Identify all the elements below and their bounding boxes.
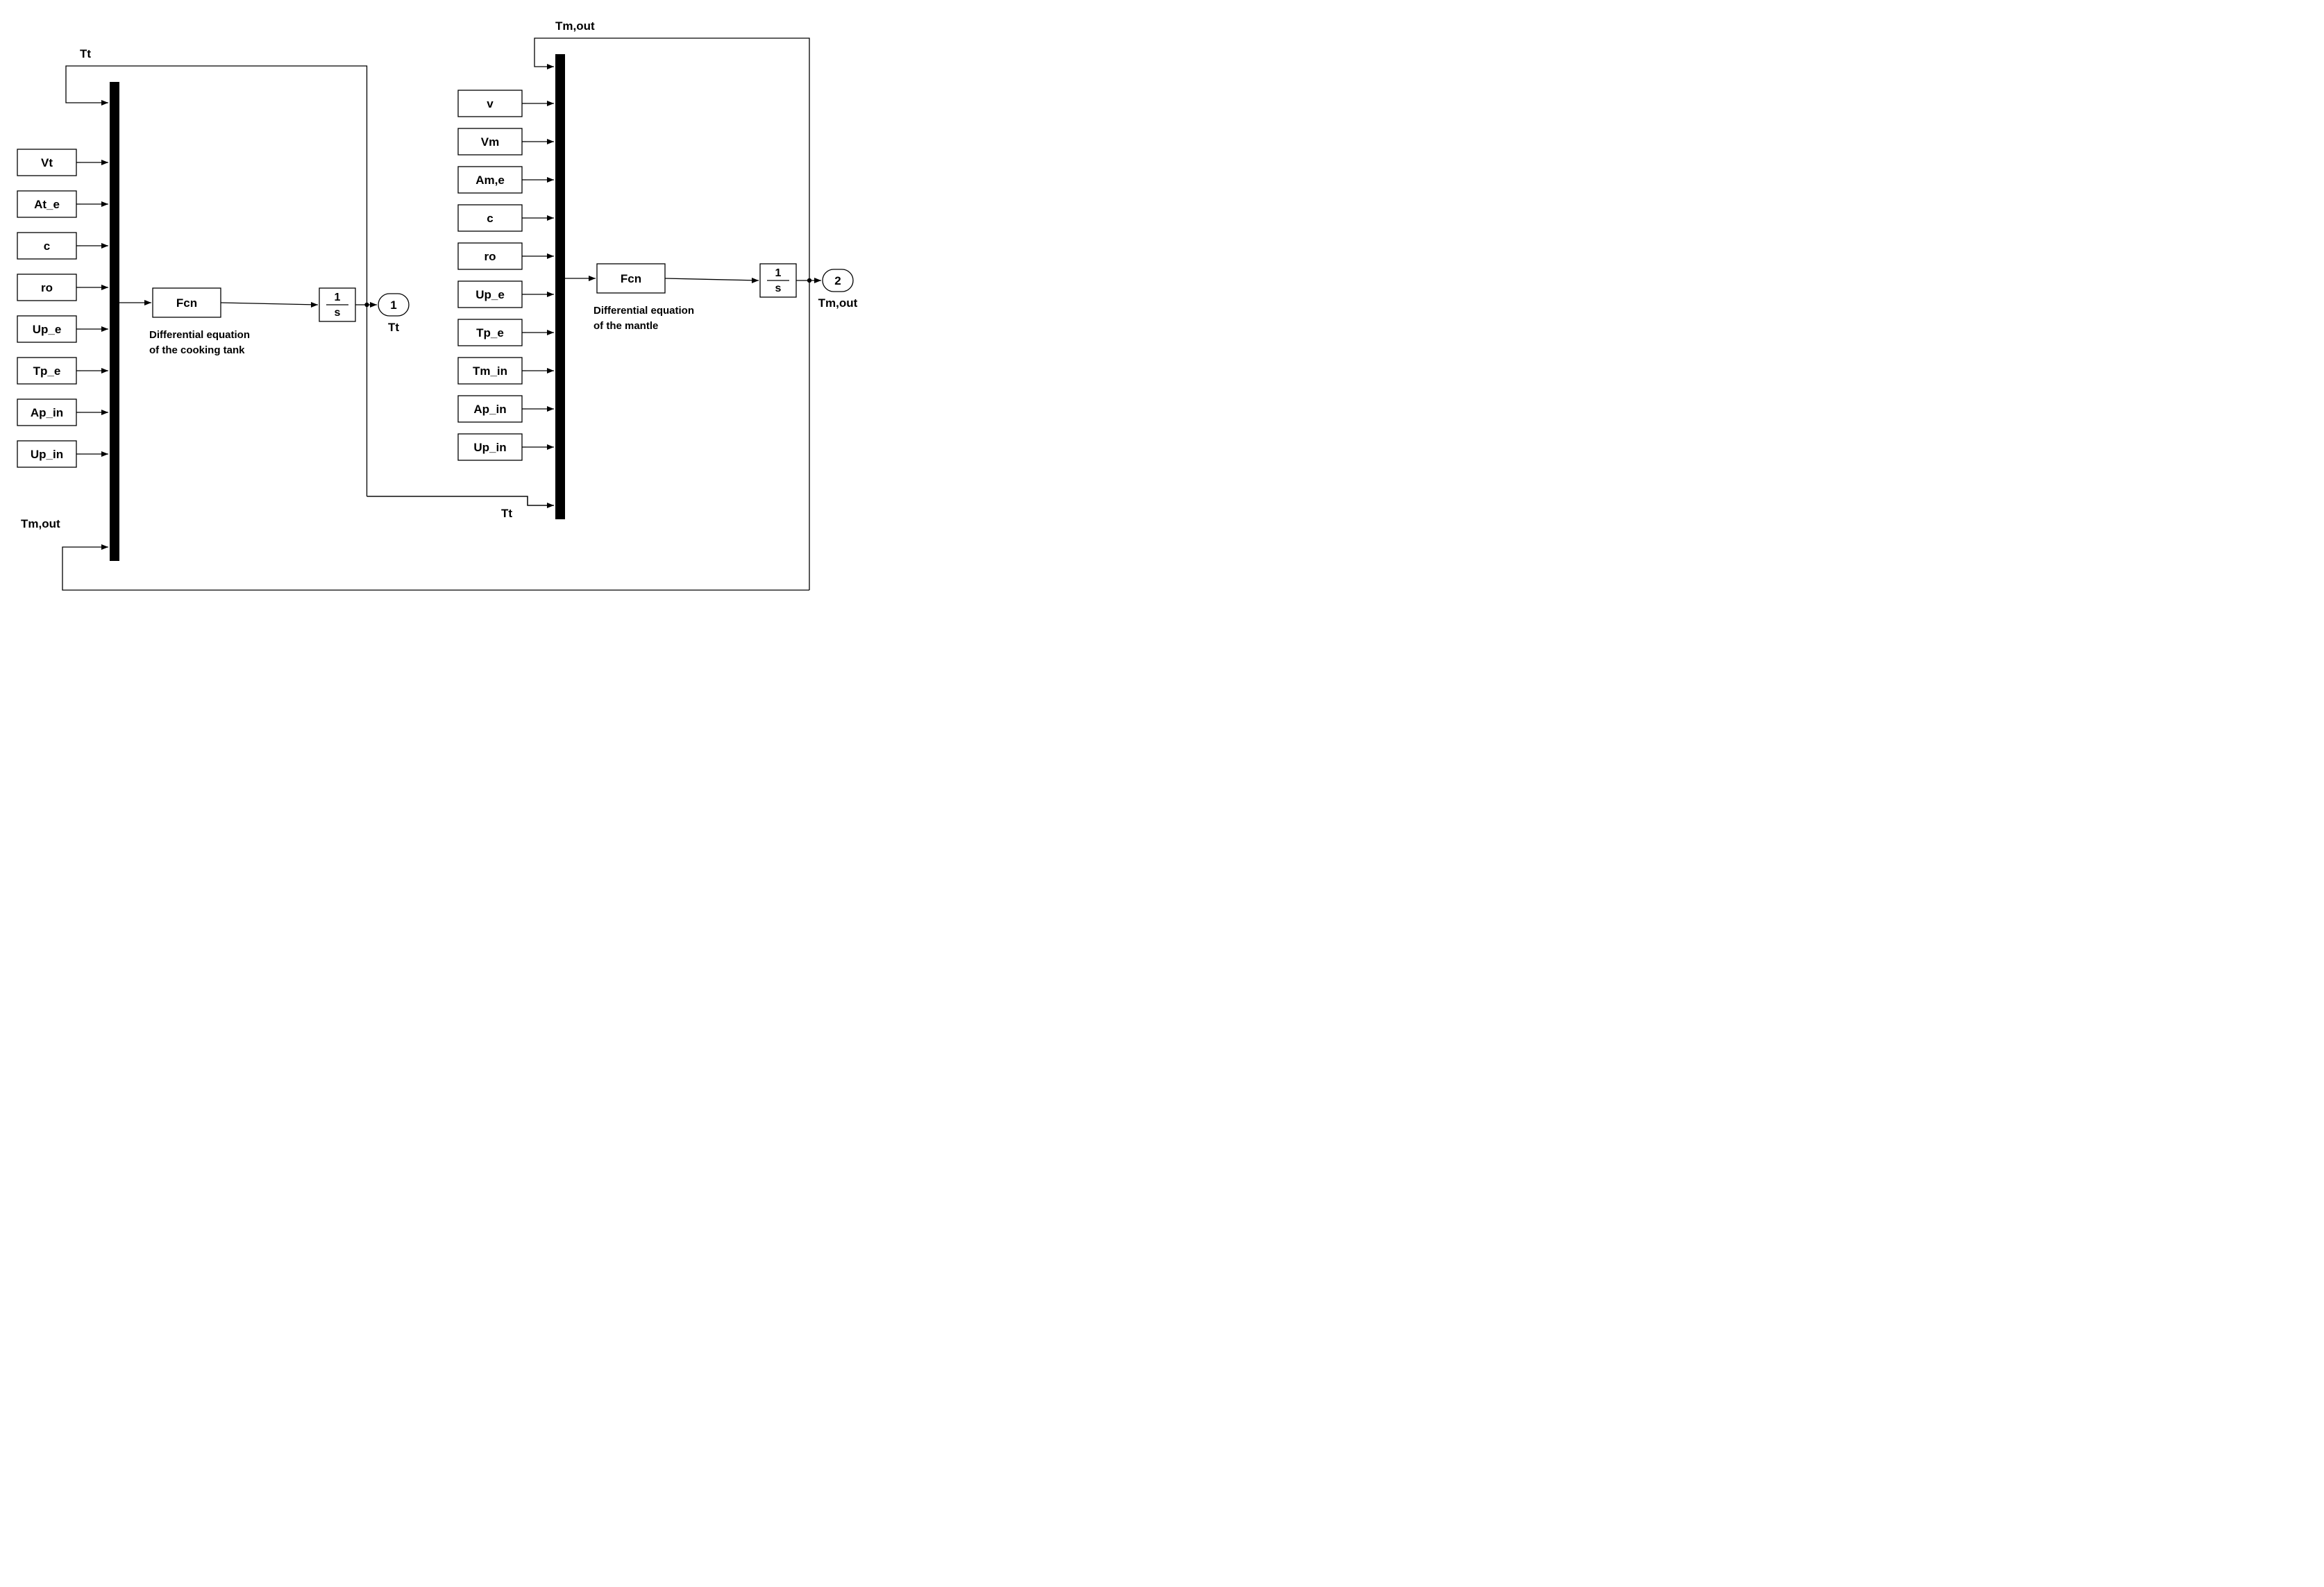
integrator-block: 1s <box>760 264 796 297</box>
svg-text:c: c <box>44 240 50 253</box>
param-block: Up_in <box>458 434 554 460</box>
param-block: c <box>458 205 554 231</box>
simulink-diagram: VtAt_ecroUp_eTp_eAp_inUp_inFcn1s1TtDiffe… <box>0 0 933 625</box>
svg-text:1: 1 <box>775 267 782 279</box>
svg-text:Vm: Vm <box>481 135 499 149</box>
integrator-block: 1s <box>319 288 355 321</box>
svg-text:of the cooking tank: of the cooking tank <box>149 344 245 356</box>
svg-text:Fcn: Fcn <box>621 272 641 285</box>
param-block: ro <box>17 274 108 301</box>
svg-text:Tt: Tt <box>501 507 512 520</box>
svg-text:Tm,out: Tm,out <box>21 517 60 530</box>
fcn-block: Fcn <box>597 264 665 293</box>
param-block: Up_e <box>17 316 108 342</box>
svg-text:Tt: Tt <box>388 321 399 334</box>
param-block: Ap_in <box>458 396 554 422</box>
svg-text:v: v <box>487 97 494 110</box>
svg-text:Fcn: Fcn <box>176 296 197 310</box>
param-block: Am,e <box>458 167 554 193</box>
param-block: Up_e <box>458 281 554 308</box>
param-block: Tm_in <box>458 358 554 384</box>
svg-text:Tt: Tt <box>80 47 91 60</box>
svg-text:Tp_e: Tp_e <box>33 364 61 378</box>
param-block: Tp_e <box>17 358 108 384</box>
param-block: ro <box>458 243 554 269</box>
svg-text:Tm,out: Tm,out <box>555 19 595 33</box>
param-block: Vm <box>458 128 554 155</box>
svg-text:Up_in: Up_in <box>31 448 63 461</box>
svg-text:Vt: Vt <box>41 156 53 169</box>
param-block: v <box>458 90 554 117</box>
svg-text:s: s <box>335 307 341 319</box>
fcn-block: Fcn <box>153 288 221 317</box>
svg-text:Up_in: Up_in <box>473 441 506 454</box>
svg-text:Differential equation: Differential equation <box>593 305 694 317</box>
param-block: Up_in <box>17 441 108 467</box>
outport: 2 <box>823 269 853 292</box>
svg-text:Tm_in: Tm_in <box>473 364 507 378</box>
param-block: Ap_in <box>17 399 108 426</box>
svg-text:Am,e: Am,e <box>475 174 505 187</box>
svg-text:Up_e: Up_e <box>33 323 62 336</box>
param-block: Vt <box>17 149 108 176</box>
mantle-subsystem: vVmAm,ecroUp_eTp_eTm_inAp_inUp_inFcn1s2T… <box>458 54 858 519</box>
param-block: c <box>17 233 108 259</box>
param-block: At_e <box>17 191 108 217</box>
svg-text:1: 1 <box>335 292 341 303</box>
svg-text:Ap_in: Ap_in <box>31 406 63 419</box>
svg-text:of the mantle: of the mantle <box>593 320 658 332</box>
svg-text:Differential equation: Differential equation <box>149 329 250 341</box>
svg-text:Ap_in: Ap_in <box>473 403 506 416</box>
svg-text:Tp_e: Tp_e <box>476 326 504 339</box>
svg-text:Tm,out: Tm,out <box>818 296 858 310</box>
svg-text:ro: ro <box>41 281 53 294</box>
svg-text:c: c <box>487 212 493 225</box>
svg-text:ro: ro <box>485 250 496 263</box>
cooking-tank-subsystem: VtAt_ecroUp_eTp_eAp_inUp_inFcn1s1TtDiffe… <box>17 82 409 561</box>
svg-text:Up_e: Up_e <box>475 288 505 301</box>
svg-text:At_e: At_e <box>34 198 60 211</box>
svg-text:1: 1 <box>390 299 396 312</box>
svg-text:2: 2 <box>834 274 841 287</box>
param-block: Tp_e <box>458 319 554 346</box>
outport: 1 <box>378 294 409 316</box>
svg-text:s: s <box>775 283 782 294</box>
